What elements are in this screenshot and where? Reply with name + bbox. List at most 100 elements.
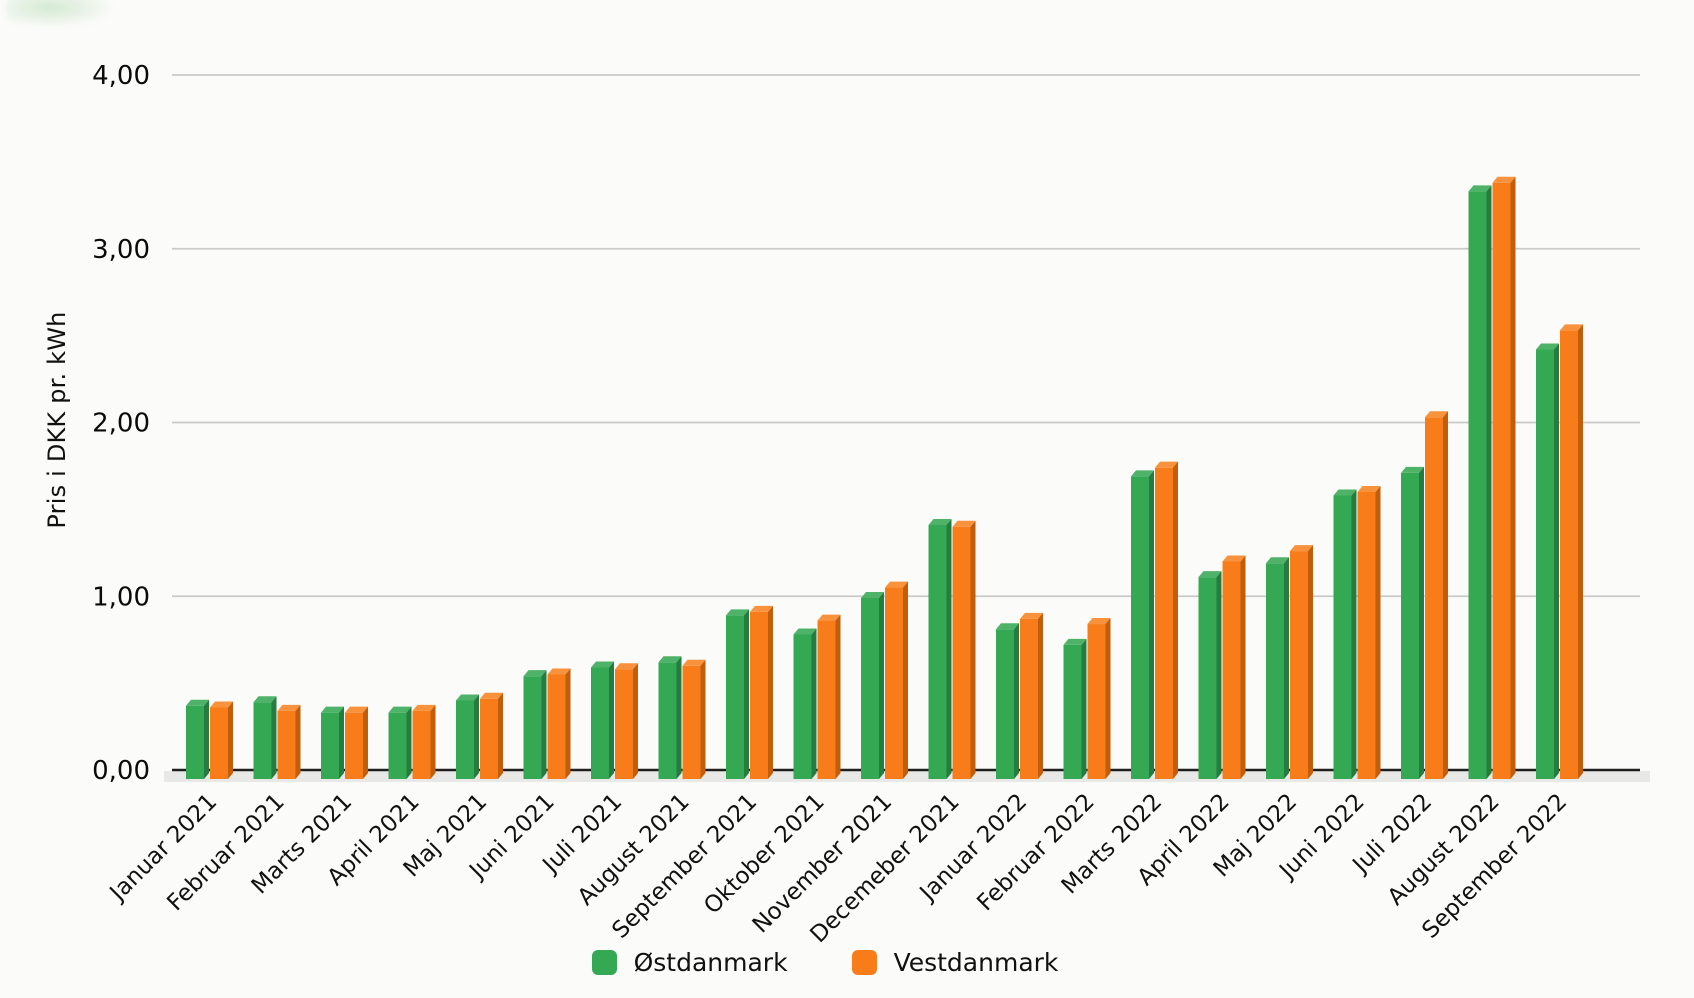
- bar--stdanmark-august-2021: [658, 656, 682, 779]
- bar-front: [1198, 577, 1217, 779]
- bar-side: [1149, 470, 1154, 779]
- bar-front: [996, 629, 1014, 779]
- bar-side: [474, 694, 479, 779]
- bar-side: [700, 659, 706, 779]
- bar-front: [1401, 472, 1419, 779]
- bar-top: [523, 670, 547, 677]
- bar--stdanmark-maj-2022: [1266, 557, 1289, 779]
- bar-vestdanmark-juli-2022: [1425, 411, 1448, 779]
- bar-side: [204, 699, 209, 779]
- bar-top: [547, 668, 571, 675]
- bar-top: [726, 609, 749, 616]
- bar-side: [1216, 571, 1222, 779]
- bar-front: [1020, 618, 1038, 779]
- bar-front: [547, 674, 566, 779]
- bar-vestdanmark-april-2022: [1222, 555, 1246, 779]
- bar-side: [271, 696, 277, 779]
- bar-side: [768, 605, 773, 779]
- bar-front: [658, 662, 677, 779]
- bar-top: [1357, 486, 1381, 492]
- bar-vestdanmark-januar-2021: [210, 701, 233, 779]
- bar-front: [1492, 182, 1511, 780]
- bar-front: [1266, 563, 1284, 779]
- bar-front: [186, 705, 204, 779]
- bar-vestdanmark-marts-2021: [345, 706, 368, 779]
- bar-side: [879, 591, 884, 779]
- legend-label-ostdanmark: Østdanmark: [633, 948, 788, 977]
- bar-vestdanmark-februar-2021: [277, 704, 301, 779]
- y-tick-label-3,00: 3,00: [92, 235, 150, 265]
- bar--stdanmark-juni-2021: [523, 670, 547, 779]
- bar-front: [456, 700, 474, 779]
- bar-top: [1401, 466, 1424, 473]
- x-tick-label-februar-2021: Februar 2021: [162, 789, 289, 916]
- bar-side: [1375, 486, 1381, 779]
- bar--stdanmark-april-2022: [1198, 571, 1222, 779]
- bar-top: [412, 704, 436, 711]
- bar-top: [996, 623, 1019, 630]
- bar-front: [1425, 417, 1443, 779]
- legend-swatch-vestdanmark: [851, 950, 877, 975]
- bar-top: [1492, 176, 1516, 183]
- bar-top: [1560, 324, 1583, 331]
- bar-front: [1131, 476, 1149, 779]
- bar-side: [1240, 555, 1246, 779]
- bar-side: [228, 701, 233, 779]
- y-tick-label-1,00: 1,00: [92, 582, 150, 612]
- bar-front: [321, 712, 339, 779]
- bar--stdanmark-januar-2022: [996, 623, 1019, 779]
- bar-front: [210, 707, 228, 779]
- bar-front: [1155, 467, 1173, 779]
- bar-top: [1468, 185, 1492, 192]
- bar-top: [1020, 612, 1043, 619]
- bar-side: [430, 704, 436, 779]
- bar-top: [321, 706, 344, 713]
- bar-vestdanmark-august-2022: [1492, 176, 1516, 780]
- bar-top: [658, 656, 682, 663]
- bar-top: [885, 581, 908, 588]
- bar-side: [903, 581, 908, 779]
- bar-top: [186, 699, 209, 706]
- legend: Østdanmark Vestdanmark: [0, 948, 1672, 977]
- bar--stdanmark-juli-2021: [591, 661, 614, 779]
- bar-vestdanmark-decemeber-2021: [952, 520, 976, 779]
- bar--stdanmark-oktober-2021: [793, 628, 817, 779]
- x-tick-label-februar-2022: Februar 2022: [972, 789, 1099, 916]
- bar-front: [1560, 330, 1578, 779]
- bar-top: [210, 701, 233, 708]
- bar-front: [817, 620, 836, 779]
- bar-front: [726, 615, 744, 779]
- bar-side: [744, 609, 749, 779]
- bar-top: [952, 520, 976, 527]
- bar--stdanmark-september-2021: [726, 609, 749, 779]
- bar-front: [750, 611, 768, 779]
- bar-front: [388, 712, 407, 779]
- legend-item-vestdanmark: Vestdanmark: [851, 948, 1058, 977]
- bar-vestdanmark-april-2021: [412, 704, 436, 779]
- bar--stdanmark-januar-2021: [186, 699, 209, 779]
- legend-swatch-ostdanmark: [591, 950, 617, 975]
- bar-top: [1222, 555, 1246, 562]
- bar-side: [406, 706, 412, 779]
- bar-side: [1419, 466, 1424, 779]
- bar-side: [676, 656, 682, 779]
- bar--stdanmark-marts-2021: [321, 706, 344, 779]
- bar-side: [339, 706, 344, 779]
- bar-top: [928, 519, 952, 526]
- bar-vestdanmark-maj-2022: [1290, 545, 1313, 779]
- bar-top: [682, 659, 706, 666]
- y-tick-label-4,00: 4,00: [92, 61, 150, 91]
- bar-side: [1351, 489, 1357, 779]
- bar-side: [1486, 185, 1492, 780]
- bar-top: [480, 692, 503, 699]
- legend-item-ostdanmark: Østdanmark: [591, 948, 788, 977]
- bar-front: [928, 525, 947, 779]
- bar--stdanmark-april-2021: [388, 706, 412, 779]
- bar-top: [277, 704, 301, 711]
- bar-side: [1173, 461, 1178, 779]
- bar-side: [609, 661, 614, 779]
- bar-front: [1536, 349, 1554, 779]
- bar-side: [1284, 557, 1289, 779]
- bar--stdanmark-marts-2022: [1131, 470, 1154, 779]
